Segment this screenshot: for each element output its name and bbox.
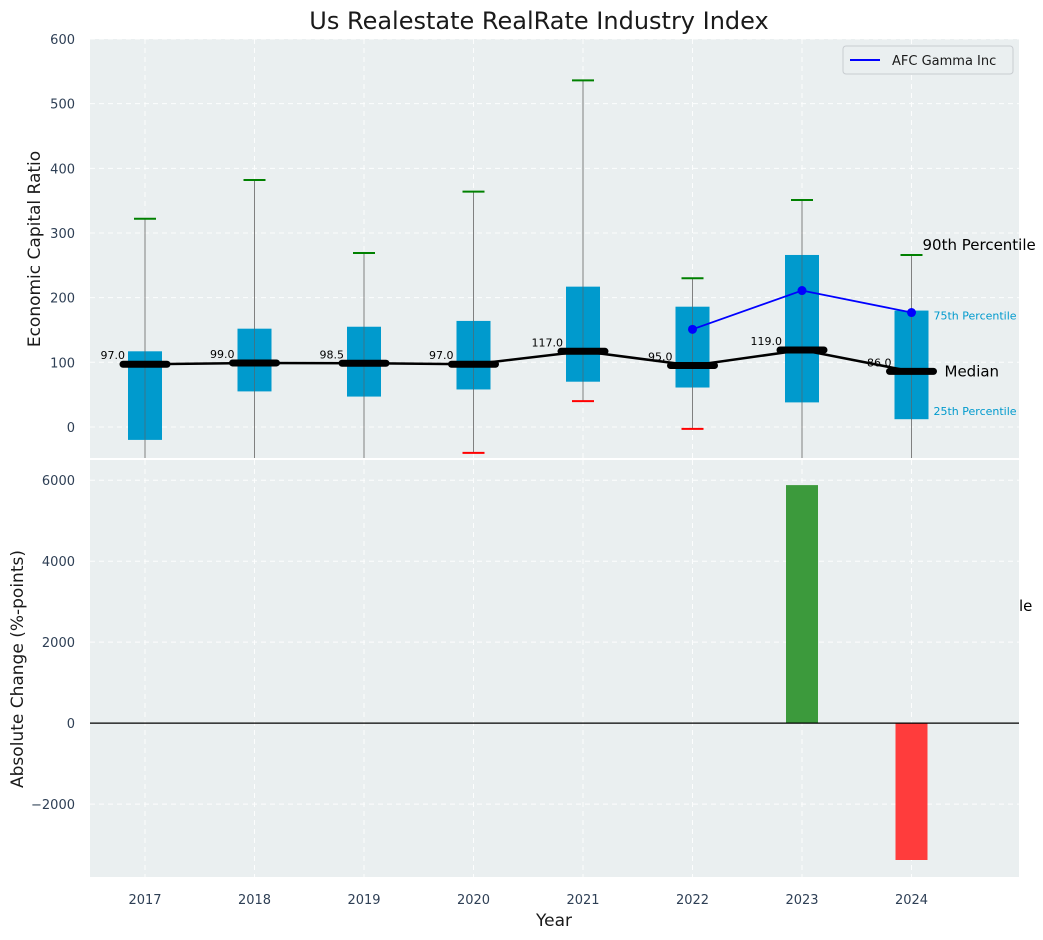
bottom-y-axis-label: Absolute Change (%-points)	[8, 550, 28, 788]
median-annotation: Median	[945, 362, 1000, 380]
top-y-tick-label: 500	[50, 98, 75, 113]
top-y-axis-ticks: 0 100 200 300 400 500 600	[50, 33, 75, 436]
bottom-y-tick-label: −2000	[31, 798, 75, 813]
median-value-label: 117.0	[532, 336, 564, 349]
top-y-tick-label: 100	[50, 356, 75, 371]
company-point	[797, 286, 807, 296]
bottom-y-tick-label: 6000	[42, 474, 75, 489]
x-tick-label: 2020	[457, 893, 490, 908]
percentile-annotations: 90th Percentile 75th Percentile Median 25th…	[923, 236, 1036, 615]
top-y-tick-label: 400	[50, 162, 75, 177]
chart-title: Us Realestate RealRate Industry Index	[309, 7, 768, 35]
bottom-y-axis-ticks: −2000 0 2000 4000 6000	[31, 474, 75, 813]
bottom-y-tick-label: 4000	[42, 555, 75, 570]
p90-annotation: 90th Percentile	[923, 236, 1036, 254]
top-y-tick-label: 0	[67, 421, 75, 436]
x-tick-label: 2023	[785, 893, 818, 908]
top-y-tick-label: 300	[50, 227, 75, 242]
top-y-tick-label: 600	[50, 33, 75, 48]
x-tick-label: 2018	[238, 893, 271, 908]
x-axis-ticks: 2017 2018 2019 2020 2021 2022 2023 2024	[128, 893, 928, 908]
top-y-axis-label: Economic Capital Ratio	[25, 151, 45, 347]
median-series: 97.0 99.0 98.5 97.0 117.0 95.0 119.0 86.0	[101, 335, 937, 375]
x-tick-label: 2019	[347, 893, 380, 908]
x-tick-label: 2017	[128, 893, 161, 908]
median-value-label: 98.5	[320, 348, 345, 361]
bottom-y-tick-label: 0	[67, 717, 75, 732]
median-value-label: 95.0	[648, 351, 673, 364]
x-tick-label: 2022	[676, 893, 709, 908]
p25-annotation: 25th Percentile	[934, 405, 1017, 418]
legend-label: AFC Gamma Inc	[892, 54, 996, 69]
x-tick-label: 2024	[895, 893, 928, 908]
median-value-label: 99.0	[210, 348, 235, 361]
median-value-label: 86.0	[867, 356, 892, 369]
x-tick-label: 2021	[566, 893, 599, 908]
company-series	[688, 286, 916, 334]
bottom-y-tick-label: 2000	[42, 636, 75, 651]
median-value-label: 97.0	[101, 349, 126, 362]
legend: AFC Gamma Inc	[842, 45, 1014, 75]
change-bar	[786, 485, 818, 724]
bottom-panel-background	[90, 460, 1019, 877]
median-value-label: 97.0	[429, 349, 454, 362]
legend-frame	[842, 45, 1014, 75]
company-point	[907, 308, 916, 318]
x-axis-label: Year	[535, 911, 572, 931]
top-y-tick-label: 200	[50, 292, 75, 307]
p75-annotation: 75th Percentile	[934, 310, 1017, 323]
median-value-label: 119.0	[751, 335, 783, 348]
clipped-annotation: le	[1019, 597, 1032, 615]
change-bar	[895, 723, 928, 860]
top-panel-background	[90, 39, 1019, 458]
company-point	[688, 324, 697, 334]
change-bars	[90, 485, 1019, 860]
